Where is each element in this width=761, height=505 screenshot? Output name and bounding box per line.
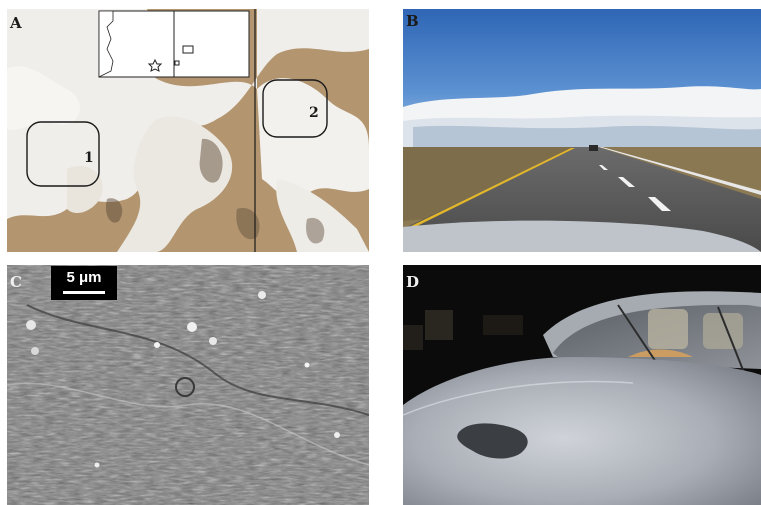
panel-a-satellite-image: A 1 2 — [7, 9, 369, 252]
sem-micrograph — [7, 265, 369, 505]
region-1-label: 1 — [84, 150, 94, 166]
study-area-box-icon — [182, 45, 194, 54]
small-square-marker-icon — [174, 60, 180, 66]
car-hood — [403, 357, 761, 505]
panel-label-d: D — [406, 273, 420, 291]
star-marker-icon — [147, 58, 163, 72]
region-1-outline — [26, 121, 100, 187]
satellite-image — [7, 9, 369, 252]
distant-car — [589, 145, 598, 151]
panel-d-car-night-photo: D — [403, 265, 761, 505]
panel-c-sem-micrograph: C 5 μm — [7, 265, 369, 505]
panel-label-b: B — [406, 12, 419, 30]
region-2-label: 2 — [309, 105, 319, 121]
panel-label-c: C — [10, 273, 22, 291]
car-hood — [403, 220, 761, 252]
scale-bar: 5 μm — [51, 266, 117, 300]
car-night-photo — [403, 265, 761, 505]
highway-photo — [403, 9, 761, 252]
scale-bar-label: 5 μm — [66, 269, 102, 286]
panel-b-highway-photo: B — [403, 9, 761, 252]
dark-spot — [457, 423, 528, 459]
scale-bar-line — [63, 291, 105, 294]
region-2-outline — [262, 79, 328, 138]
panel-label-a: A — [10, 14, 22, 32]
